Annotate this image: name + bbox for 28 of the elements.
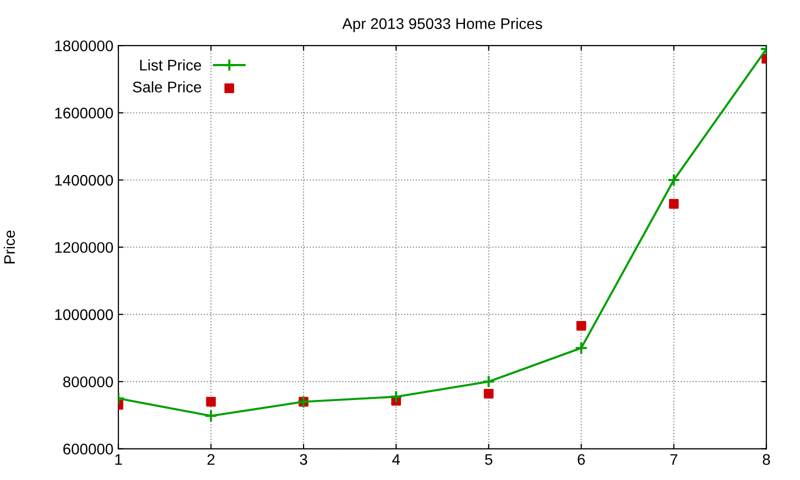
y-tick-label: 600000 [63,444,113,454]
point [390,390,403,404]
x-tick-label: 4 [392,454,400,465]
x-tick-label: 7 [670,454,678,465]
legend-label: List Price [140,59,202,71]
point [482,375,496,388]
y-tick-label: 1600000 [55,108,113,118]
point [206,396,216,407]
x-tick-label: 1 [115,454,122,465]
point [576,320,586,331]
y-tick-label: 1000000 [55,309,113,320]
point [667,173,680,187]
legend-label: Sale Price [132,81,202,92]
x-tick-label: 8 [762,454,770,465]
y-axis-title: Price [4,230,15,264]
point [574,341,588,355]
x-tick-label: 6 [578,454,585,465]
point [484,388,494,399]
y-tick-label: 800000 [63,376,113,388]
point [204,409,218,422]
y-tick-label: 1200000 [55,242,113,253]
x-tick-label: 3 [300,454,308,465]
y-tick-label: 1400000 [55,174,113,186]
y-tick-label: 1800000 [55,40,113,52]
x-tick-label: 5 [485,454,492,465]
point [668,198,679,209]
x-tick-label: 2 [207,454,214,465]
chart-title: Apr 2013 95033 Home Prices [342,18,542,32]
